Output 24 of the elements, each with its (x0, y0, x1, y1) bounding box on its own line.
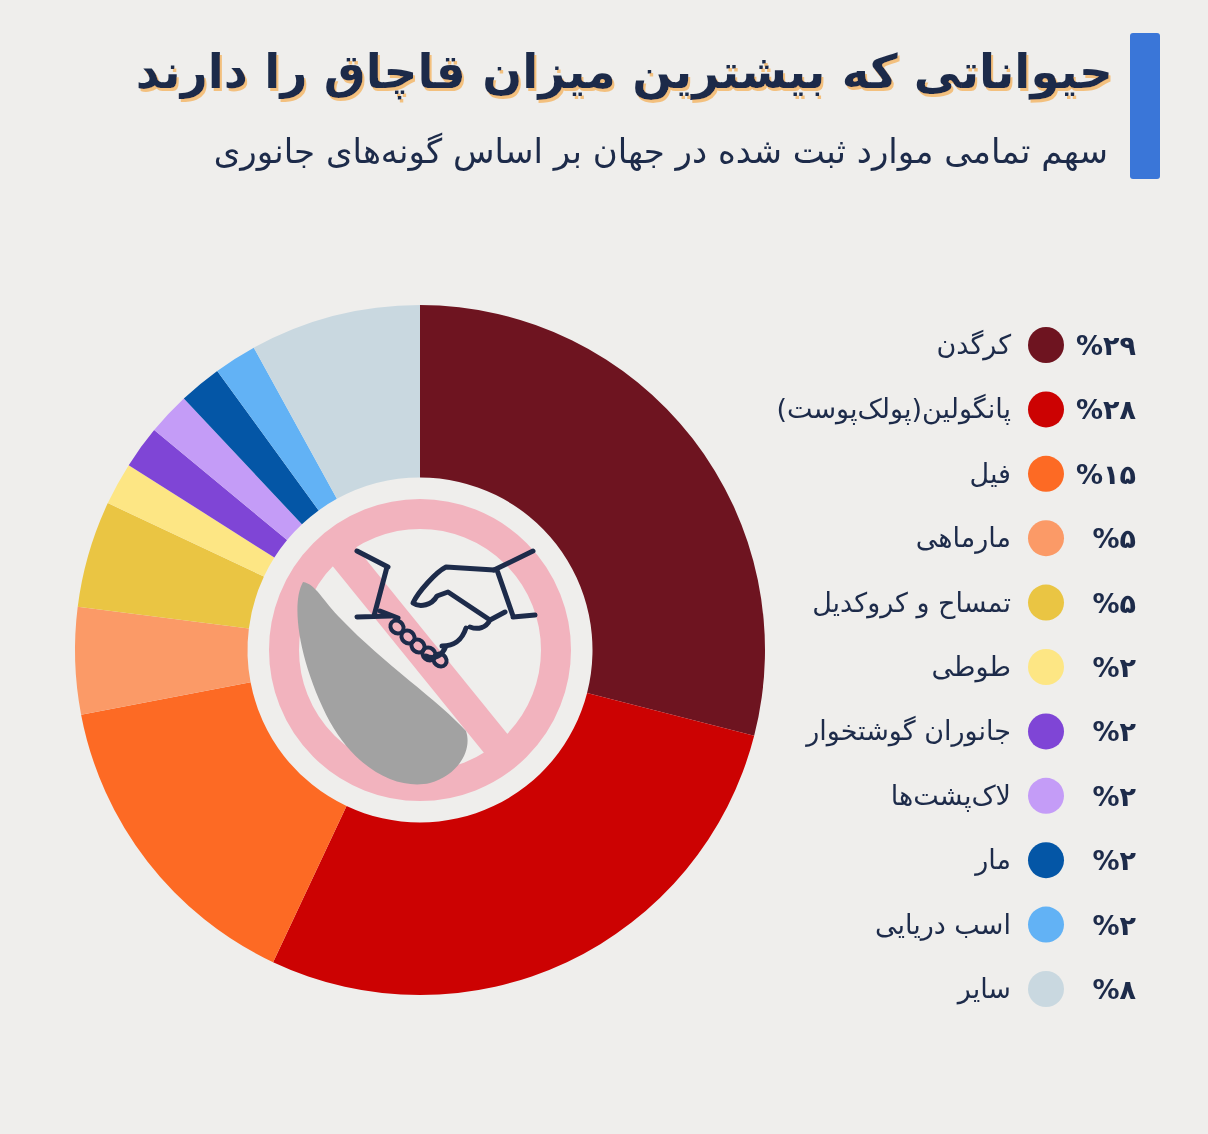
data-label: %۸ (1092, 974, 1137, 1005)
data-label: %۲ (1092, 716, 1137, 748)
legend-label: لاک‌پشت‌ها (890, 779, 1011, 812)
data-label: %۲ (1092, 845, 1137, 877)
chart-subtitle: سهم تمامی موارد ثبت شده در جهان بر اساس گونه‌های جانوری (213, 131, 1108, 172)
data-label: %۱۵ (1075, 458, 1136, 490)
legend-label: جانوران گوشتخوار (804, 715, 1011, 748)
data-label: %۲ (1092, 652, 1137, 683)
legend-label: سایر (955, 973, 1011, 1005)
data-label: %۲ (1092, 780, 1137, 812)
legend-label: پانگولین(پولک‌پوست) (776, 393, 1011, 426)
legend-label: مارماهی (915, 522, 1011, 555)
legend-label: طوطی (931, 651, 1011, 683)
data-label: %۵ (1092, 523, 1136, 555)
chart-title: حیواناتی که بیشترین میزان قاچاق را دارند (135, 44, 1113, 100)
legend-label: کرگدن (936, 329, 1012, 361)
data-label: %۲۹ (1075, 330, 1136, 361)
data-label: %۵ (1092, 587, 1136, 619)
legend-label: فیل (969, 457, 1011, 489)
data-label: %۲ (1092, 909, 1137, 941)
data-label: %۲۸ (1075, 394, 1137, 426)
legend-label: تمساح و کروکدیل (812, 586, 1011, 619)
legend-label: اسب دریایی (874, 908, 1011, 941)
legend-label: مار (973, 844, 1011, 877)
